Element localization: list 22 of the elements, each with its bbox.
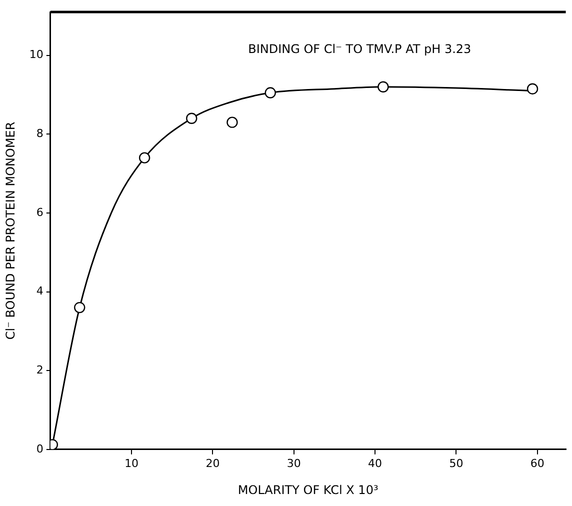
y-tick-label: 0: [36, 442, 44, 456]
point: [264, 87, 276, 98]
y-tick-label: 2: [36, 363, 44, 376]
x-tick-label: 20: [206, 456, 220, 470]
x-tick-label: 10: [124, 456, 139, 470]
y-tick-label: 10: [29, 48, 44, 62]
y-axis-title: Cl⁻ BOUND PER PROTEIN MONOMER: [3, 122, 18, 340]
point: [138, 152, 150, 164]
point: [526, 83, 538, 94]
text: BINDING OF Cl⁻ TO TMV.P AT pH 3.23: [248, 42, 472, 56]
x-tick-label: 40: [368, 456, 382, 470]
x-tick-label: 50: [449, 456, 464, 470]
x-axis-title: MOLARITY OF KCl X 10³: [238, 482, 378, 497]
point: [226, 116, 238, 128]
y-tick-label: 8: [36, 127, 44, 140]
y-tick-label: 6: [36, 206, 44, 219]
x-tick-label: 30: [286, 456, 301, 470]
point: [74, 302, 86, 314]
x-tick-label: 60: [530, 456, 544, 470]
point: [378, 81, 389, 92]
y-tick-label: 4: [36, 284, 44, 298]
point: [186, 112, 198, 124]
